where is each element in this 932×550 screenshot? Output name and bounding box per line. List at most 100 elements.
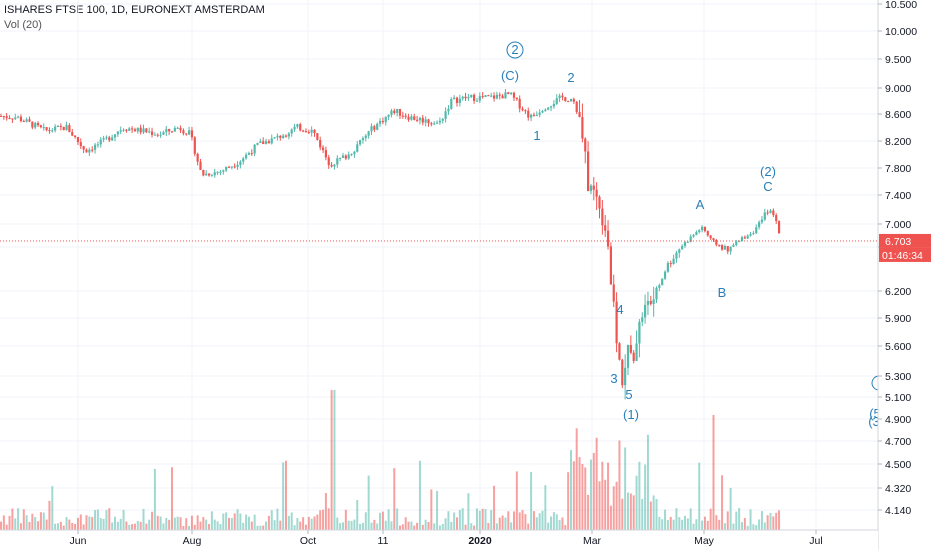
- volume-bar: [285, 460, 287, 530]
- volume-bar: [199, 521, 202, 530]
- candle-body: [313, 129, 316, 134]
- volume-bar: [259, 525, 262, 530]
- candle-body: [227, 166, 231, 168]
- time-tick-label: Mar: [583, 535, 602, 547]
- candle-body: [45, 127, 48, 131]
- volume-bar: [678, 517, 681, 530]
- volume-bar: [515, 471, 518, 530]
- volume-bar: [5, 524, 8, 530]
- volume-bar: [769, 512, 772, 530]
- time-tick-label: Oct: [300, 535, 316, 547]
- candle-body: [581, 117, 584, 139]
- time-tick-label: 11: [378, 535, 389, 547]
- candle-body: [128, 128, 131, 131]
- candle-body: [758, 222, 761, 228]
- volume-bar: [222, 513, 225, 530]
- chart-legend: ISHARES FTSE 100, 1D, EURONEXT AMSTERDAM…: [4, 3, 265, 33]
- volume-bar: [578, 457, 581, 530]
- volume-bar: [350, 521, 353, 530]
- volume-indicator-label: Vol (20): [4, 19, 42, 31]
- volume-bar: [344, 509, 347, 530]
- candle-body: [735, 241, 738, 245]
- candle-body: [438, 120, 441, 123]
- price-axis[interactable]: 10.500 10.000 9.500 9.000 8.600 8.200 7.800 7.4…: [877, 0, 932, 550]
- volume-bar: [584, 467, 587, 530]
- candle-body: [125, 129, 128, 131]
- volume-bar: [521, 510, 524, 530]
- volume-bar: [589, 459, 592, 530]
- candle-body: [535, 114, 538, 116]
- time-axis[interactable]: Jun Aug Oct 11 2020 Mar May Jul: [0, 529, 878, 550]
- candle-body: [621, 359, 624, 386]
- volume-bar: [738, 508, 741, 530]
- candle-body: [478, 96, 481, 101]
- candle-body: [712, 238, 715, 240]
- candle-body: [487, 95, 490, 97]
- candle-body: [108, 137, 111, 141]
- candle-body: [381, 120, 384, 123]
- volume-bar: [122, 509, 125, 530]
- volume-bar: [555, 514, 558, 530]
- candle-body: [102, 138, 105, 140]
- volume-bar: [538, 513, 541, 530]
- candle-body: [105, 137, 108, 139]
- price-tick-label: 5.900: [885, 313, 911, 325]
- volume-bar: [302, 517, 305, 530]
- volume-bar: [8, 515, 11, 530]
- candle-body: [111, 137, 114, 141]
- wave-label: 3: [610, 371, 617, 386]
- candle-body: [48, 130, 51, 132]
- volume-bar: [424, 519, 427, 530]
- candle-body: [606, 230, 610, 247]
- volume-bar: [436, 490, 439, 530]
- wave-label: 5: [625, 387, 632, 402]
- volume-bar: [171, 467, 173, 530]
- volume-bar: [196, 515, 199, 530]
- candle-body: [307, 131, 310, 133]
- volume-bar: [210, 511, 213, 530]
- candle-body: [350, 154, 353, 156]
- volume-bar: [684, 515, 686, 530]
- volume-bar: [133, 523, 136, 530]
- candle-body: [116, 131, 119, 135]
- candle-body: [25, 119, 28, 122]
- volume-bar: [370, 522, 373, 530]
- price-tick-label: 6.200: [885, 286, 911, 298]
- candle-body: [170, 131, 174, 133]
- volume-bar: [28, 521, 31, 530]
- volume-bar: [535, 517, 538, 530]
- candle-body: [242, 158, 245, 162]
- candle-body: [703, 226, 707, 232]
- price-tick-label: 5.600: [885, 341, 911, 353]
- candle-body: [632, 352, 635, 361]
- candle-body: [202, 169, 205, 176]
- current-price-label: 6.703: [885, 236, 911, 248]
- volume-bar: [25, 515, 28, 530]
- candle-body: [604, 225, 607, 231]
- volume-bar: [404, 517, 407, 530]
- candle-body: [598, 196, 601, 209]
- candle-body: [424, 119, 427, 123]
- volume-bar: [68, 519, 71, 530]
- volume-bar: [581, 463, 584, 530]
- volume-bar: [205, 519, 208, 530]
- volume-bar: [361, 522, 364, 530]
- candle-body: [344, 155, 347, 159]
- candle-body: [649, 300, 652, 304]
- candle-body: [393, 110, 396, 114]
- volume-bar: [763, 522, 766, 530]
- candle-body: [131, 128, 134, 130]
- volume-bar: [493, 485, 496, 530]
- volume-bar: [34, 517, 37, 530]
- volume-bar: [572, 461, 575, 530]
- volume-bar: [324, 493, 327, 530]
- candle-body: [484, 95, 487, 97]
- volume-bar: [396, 508, 399, 530]
- candle-body: [364, 135, 367, 139]
- volume-bar: [384, 520, 387, 530]
- candle-body: [658, 285, 661, 288]
- candle-body: [159, 134, 162, 136]
- candle-body: [284, 135, 288, 137]
- candle-body: [561, 95, 564, 98]
